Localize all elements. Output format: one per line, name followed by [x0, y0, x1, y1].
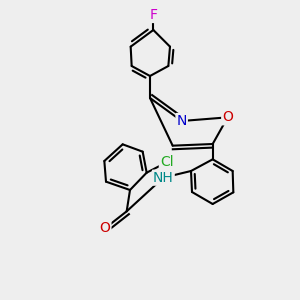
Text: NH: NH — [153, 171, 174, 185]
Text: Cl: Cl — [160, 155, 173, 169]
Text: F: F — [149, 8, 157, 22]
Text: O: O — [100, 221, 110, 235]
Text: N: N — [176, 114, 187, 128]
Text: O: O — [222, 110, 233, 124]
